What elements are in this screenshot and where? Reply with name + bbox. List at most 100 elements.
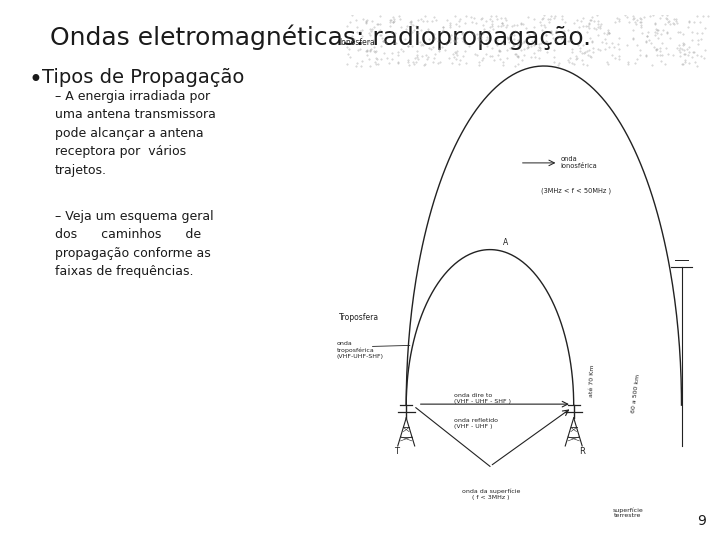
Point [418, 17, 429, 26]
Point [645, 38, 657, 47]
Point [388, 17, 400, 25]
Point [662, 28, 673, 36]
Point [482, 35, 494, 43]
Point [444, 33, 456, 42]
Point [683, 16, 695, 25]
Text: onda da superfície
( f < 3MHz ): onda da superfície ( f < 3MHz ) [462, 488, 520, 500]
Point [642, 31, 653, 40]
Point [602, 59, 613, 68]
Point [654, 14, 666, 23]
Point [550, 26, 562, 35]
Point [575, 16, 587, 25]
Point [392, 51, 404, 60]
Point [587, 36, 598, 45]
Point [597, 37, 608, 46]
Point [451, 51, 463, 59]
Point [545, 26, 557, 35]
Point [647, 61, 658, 70]
Point [386, 48, 397, 57]
Point [582, 60, 593, 69]
Point [495, 14, 506, 22]
Point [601, 58, 613, 66]
Point [585, 16, 596, 24]
Text: (3MHz < f < 50MHz ): (3MHz < f < 50MHz ) [541, 188, 611, 194]
Point [400, 35, 411, 44]
Point [548, 14, 559, 23]
Point [691, 51, 703, 59]
Point [397, 47, 408, 56]
Point [521, 44, 533, 53]
Point [351, 28, 363, 37]
Point [444, 38, 456, 46]
Point [550, 37, 562, 45]
Point [583, 45, 595, 54]
Point [363, 37, 374, 45]
Point [634, 45, 646, 54]
Point [536, 39, 547, 48]
Point [372, 60, 384, 69]
Point [470, 19, 482, 28]
Point [372, 19, 384, 28]
Point [586, 38, 598, 46]
Point [649, 19, 660, 28]
Point [428, 30, 440, 39]
Point [584, 52, 595, 60]
Point [629, 14, 640, 22]
Point [572, 40, 583, 49]
Point [386, 32, 397, 41]
Point [672, 43, 683, 52]
Point [528, 49, 540, 57]
Point [518, 37, 529, 45]
Text: até 70 Km: até 70 Km [589, 365, 595, 397]
Point [426, 45, 437, 53]
Point [577, 22, 589, 31]
Point [564, 54, 576, 63]
Point [437, 23, 449, 31]
Point [516, 20, 527, 29]
Point [695, 35, 706, 43]
Point [364, 25, 376, 33]
Point [593, 22, 604, 31]
Point [676, 60, 688, 69]
Point [577, 60, 588, 69]
Point [582, 21, 593, 30]
Point [595, 20, 606, 29]
Point [602, 25, 613, 34]
Point [537, 14, 549, 23]
Point [662, 50, 674, 58]
Point [513, 41, 524, 50]
Point [600, 39, 612, 48]
Point [357, 14, 369, 23]
Point [534, 45, 546, 54]
Point [677, 60, 688, 69]
Point [477, 21, 489, 30]
Point [387, 12, 398, 21]
Point [613, 51, 624, 60]
Point [697, 29, 708, 37]
Point [657, 39, 668, 48]
Point [441, 40, 452, 49]
Point [621, 13, 633, 22]
Point [502, 53, 513, 62]
Point [389, 38, 400, 47]
Point [372, 19, 383, 28]
Point [593, 45, 604, 53]
Point [472, 34, 484, 43]
Point [649, 30, 661, 39]
Point [456, 34, 468, 43]
Point [660, 43, 671, 52]
Point [463, 42, 474, 51]
Point [486, 12, 498, 21]
Point [546, 30, 558, 39]
Point [410, 54, 421, 63]
Point [472, 51, 483, 59]
Point [582, 19, 594, 28]
Point [570, 55, 582, 63]
Point [559, 18, 571, 26]
Point [415, 40, 426, 49]
Point [679, 50, 690, 58]
Point [533, 54, 544, 63]
Point [700, 23, 711, 32]
Point [467, 29, 478, 37]
Point [428, 35, 440, 43]
